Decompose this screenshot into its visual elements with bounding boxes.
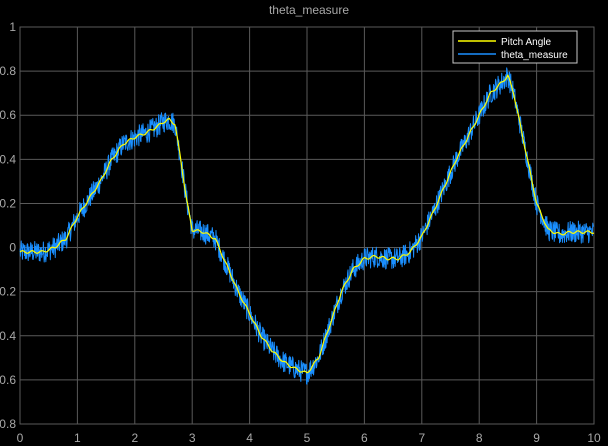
y-tick-label: 0.8 [0,64,16,78]
legend-label: theta_measure [501,50,568,61]
x-tick-label: 10 [587,431,601,445]
x-tick-label: 0 [17,431,24,445]
x-tick-label: 3 [189,431,196,445]
x-tick-label: 9 [533,431,540,445]
y-tick-label: -0.4 [0,329,16,343]
plot-frame [19,26,595,425]
axes: 0 1 2 3 4 5 6 7 8 9 10 -0.8 -0.6 -0.4 -0.2 0 0.2 0.4 0.6 0.… [0,20,601,445]
legend-box [452,30,578,64]
y-tick-label: 0.6 [0,108,16,122]
legend-label: Pitch Angle [501,37,551,48]
y-tick-label: 1 [9,20,16,34]
x-tick-label: 8 [476,431,483,445]
series-line-theta-measure [19,67,595,385]
x-tick-label: 7 [418,431,425,445]
x-tick-label: 6 [361,431,368,445]
y-tick-label: 0.2 [0,196,16,210]
y-tick-label: 0 [9,241,16,255]
y-tick-label: 0.4 [0,152,16,166]
chart-title: theta_measure [269,3,349,17]
x-tick-label: 1 [74,431,81,445]
series-line-pitch-angle [19,74,595,374]
series-layer [19,67,595,385]
x-tick-label: 2 [131,431,138,445]
y-tick-label: -0.2 [0,285,16,299]
y-tick-label: -0.8 [0,417,16,431]
legend: Pitch Angle theta_measure [452,30,578,64]
x-tick-label: 4 [246,431,253,445]
x-tick-label: 5 [304,431,311,445]
y-tick-label: -0.6 [0,373,16,387]
